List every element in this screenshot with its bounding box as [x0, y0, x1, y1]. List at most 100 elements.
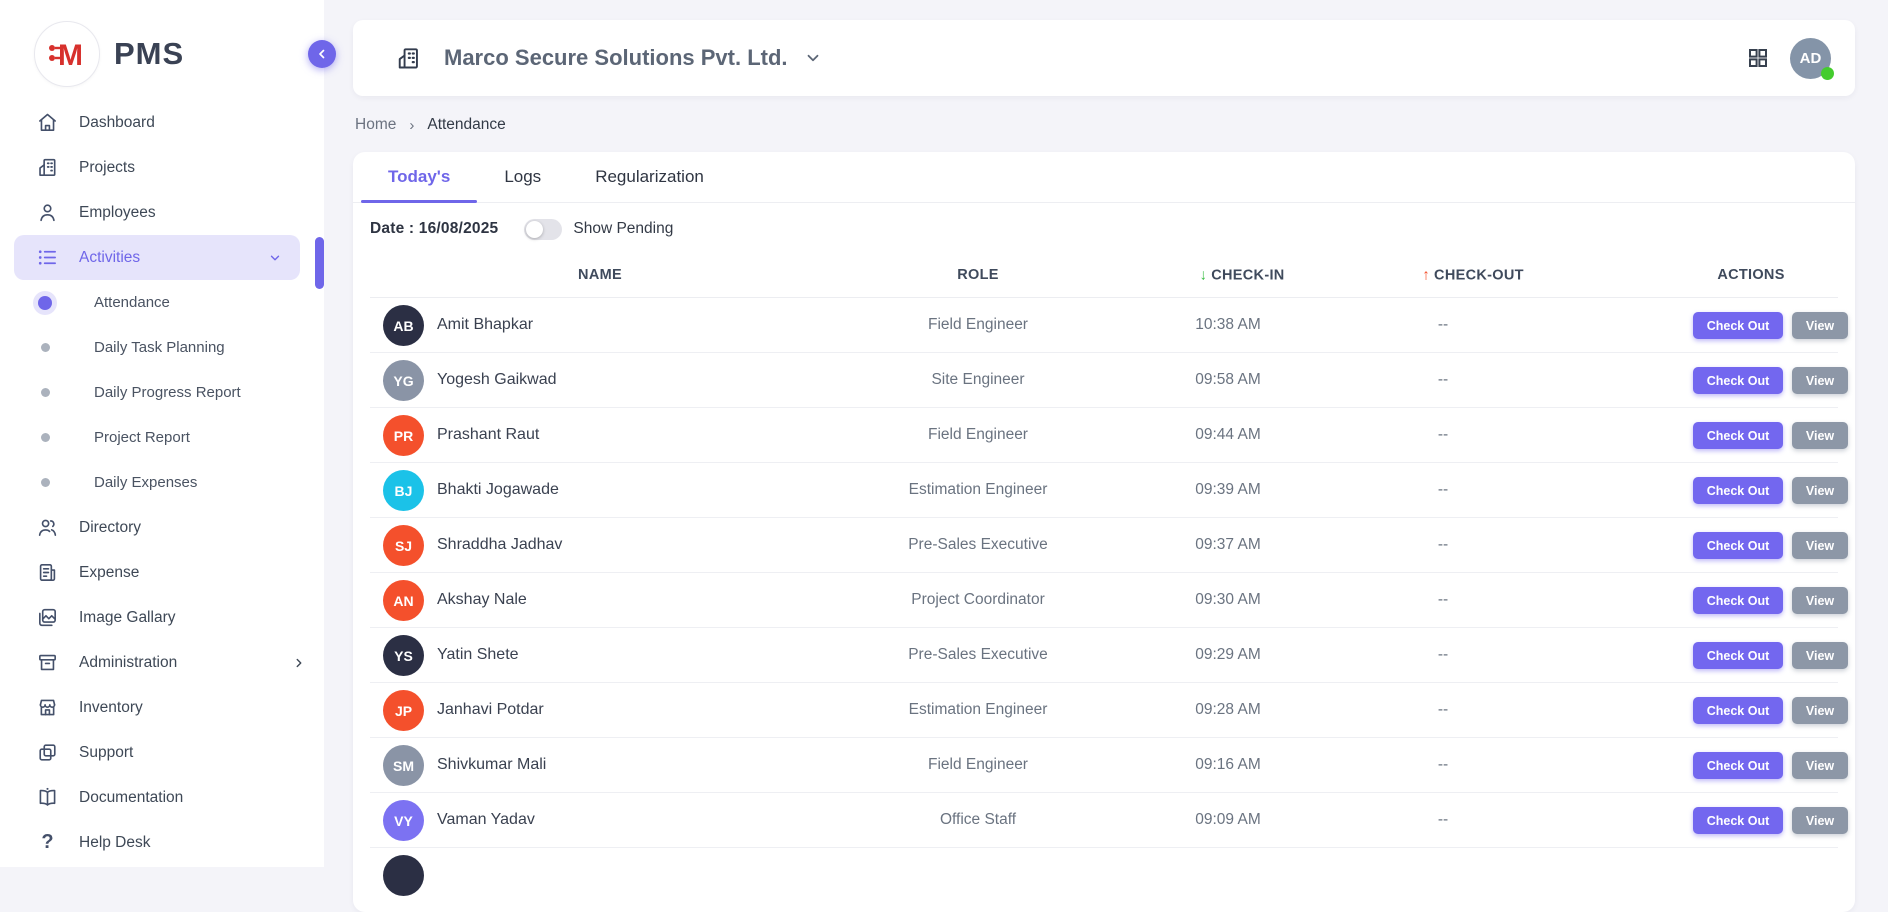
- sidebar-item-help-desk[interactable]: ? Help Desk: [0, 820, 324, 865]
- sidebar-item-label: Inventory: [79, 699, 143, 717]
- check-out-time: --: [1438, 371, 1448, 389]
- check-out-button[interactable]: Check Out: [1693, 697, 1783, 724]
- sidebar-item-dashboard[interactable]: Dashboard: [0, 100, 324, 145]
- column-header-check-in[interactable]: ↓CHECK-IN: [1199, 266, 1284, 283]
- employee-name: Janhavi Potdar: [437, 701, 544, 719]
- company-logo: M: [34, 21, 100, 87]
- chevron-down-icon[interactable]: [804, 49, 822, 67]
- check-out-time: --: [1438, 426, 1448, 444]
- employee-name: Yatin Shete: [437, 646, 519, 664]
- table-row: AN Akshay Nale Project Coordinator 09:30…: [370, 573, 1838, 628]
- sidebar-item-label: Projects: [79, 159, 135, 177]
- tab-logs[interactable]: Logs: [477, 152, 568, 202]
- sort-asc-icon: ↑: [1422, 266, 1430, 283]
- check-out-time: --: [1438, 756, 1448, 774]
- sidebar-subitem-daily-expenses[interactable]: Daily Expenses: [0, 460, 324, 505]
- sidebar-item-label: Expense: [79, 564, 139, 582]
- app-title: PMS: [114, 36, 184, 72]
- view-button[interactable]: View: [1792, 807, 1848, 834]
- sidebar-item-administration[interactable]: Administration: [0, 640, 324, 685]
- sidebar-item-expense[interactable]: Expense: [0, 550, 324, 595]
- sidebar-item-image-gallary[interactable]: Image Gallary: [0, 595, 324, 640]
- check-out-button[interactable]: Check Out: [1693, 422, 1783, 449]
- table-row: SM Shivkumar Mali Field Engineer 09:16 A…: [370, 738, 1838, 793]
- view-button[interactable]: View: [1792, 367, 1848, 394]
- view-button[interactable]: View: [1792, 752, 1848, 779]
- avatar: PR: [383, 415, 424, 456]
- check-in-time: 09:29 AM: [1195, 646, 1261, 664]
- check-out-button[interactable]: Check Out: [1693, 807, 1783, 834]
- avatar: BJ: [383, 470, 424, 511]
- sidebar-item-employees[interactable]: Employees: [0, 190, 324, 235]
- sidebar-subitem-daily-task-planning[interactable]: Daily Task Planning: [0, 325, 324, 370]
- sidebar-item-directory[interactable]: Directory: [0, 505, 324, 550]
- employee-name: Shivkumar Mali: [437, 756, 546, 774]
- check-out-time: --: [1438, 591, 1448, 609]
- sidebar-collapse-button[interactable]: [308, 40, 336, 68]
- check-out-button[interactable]: Check Out: [1693, 752, 1783, 779]
- check-out-time: --: [1438, 646, 1448, 664]
- person-icon: [36, 201, 59, 224]
- avatar: YS: [383, 635, 424, 676]
- show-pending-toggle[interactable]: [524, 219, 562, 240]
- table-row: BJ Bhakti Jogawade Estimation Engineer 0…: [370, 463, 1838, 518]
- column-header-role[interactable]: ROLE: [957, 267, 998, 283]
- view-button[interactable]: View: [1792, 422, 1848, 449]
- image-icon: [36, 606, 59, 629]
- table-row: SJ Shraddha Jadhav Pre-Sales Executive 0…: [370, 518, 1838, 573]
- view-button[interactable]: View: [1792, 642, 1848, 669]
- breadcrumb-home[interactable]: Home: [355, 116, 396, 134]
- toggle-knob: [526, 221, 543, 238]
- sidebar-item-activities[interactable]: Activities: [14, 235, 300, 280]
- sidebar-subitem-daily-progress-report[interactable]: Daily Progress Report: [0, 370, 324, 415]
- archive-icon: [36, 651, 59, 674]
- table-row: JP Janhavi Potdar Estimation Engineer 09…: [370, 683, 1838, 738]
- check-out-time: --: [1438, 316, 1448, 334]
- sidebar-item-projects[interactable]: Projects: [0, 145, 324, 190]
- show-pending-label: Show Pending: [573, 220, 673, 238]
- check-out-button[interactable]: Check Out: [1693, 477, 1783, 504]
- sidebar-item-support[interactable]: Support: [0, 730, 324, 775]
- user-avatar[interactable]: AD: [1790, 38, 1831, 79]
- sidebar-item-label: Dashboard: [79, 114, 155, 132]
- view-button[interactable]: View: [1792, 697, 1848, 724]
- table-row: Check Out View: [370, 848, 1838, 903]
- employee-role: Project Coordinator: [911, 591, 1045, 609]
- copy-icon: [36, 741, 59, 764]
- check-in-time: 09:58 AM: [1195, 371, 1261, 389]
- check-out-button[interactable]: Check Out: [1693, 587, 1783, 614]
- check-out-button[interactable]: Check Out: [1693, 367, 1783, 394]
- view-button[interactable]: View: [1792, 312, 1848, 339]
- column-header-check-out[interactable]: ↑CHECK-OUT: [1422, 266, 1524, 283]
- tab-todays[interactable]: Today's: [361, 152, 477, 202]
- check-out-button[interactable]: Check Out: [1693, 532, 1783, 559]
- sidebar-item-inventory[interactable]: Inventory: [0, 685, 324, 730]
- book-icon: [36, 786, 59, 809]
- avatar: SM: [383, 745, 424, 786]
- company-selector[interactable]: Marco Secure Solutions Pvt. Ltd.: [444, 45, 788, 71]
- view-button[interactable]: View: [1792, 477, 1848, 504]
- employee-name: Shraddha Jadhav: [437, 536, 562, 554]
- table-header: NAME ROLE ↓CHECK-IN ↑CHECK-OUT ACTIONS: [370, 252, 1838, 298]
- check-out-button[interactable]: Check Out: [1693, 312, 1783, 339]
- column-header-name[interactable]: NAME: [578, 267, 622, 283]
- sidebar-item-label: Help Desk: [79, 834, 151, 852]
- svg-text:M: M: [58, 39, 83, 72]
- sidebar-subitem-project-report[interactable]: Project Report: [0, 415, 324, 460]
- home-icon: [36, 111, 59, 134]
- tab-regularization[interactable]: Regularization: [568, 152, 731, 202]
- brand: M PMS: [0, 0, 324, 88]
- check-out-button[interactable]: Check Out: [1693, 642, 1783, 669]
- sort-desc-icon: ↓: [1199, 266, 1207, 283]
- view-button[interactable]: View: [1792, 532, 1848, 559]
- breadcrumb-current: Attendance: [427, 116, 505, 134]
- view-button[interactable]: View: [1792, 587, 1848, 614]
- apps-grid-icon[interactable]: [1746, 46, 1770, 70]
- check-in-time: 09:39 AM: [1195, 481, 1261, 499]
- sidebar-item-documentation[interactable]: Documentation: [0, 775, 324, 820]
- sidebar-subitem-label: Daily Progress Report: [94, 384, 241, 401]
- sidebar-nav: Dashboard Projects Employees Activities: [0, 100, 324, 865]
- sidebar-subitem-attendance[interactable]: Attendance: [0, 280, 324, 325]
- sidebar-item-label: Employees: [79, 204, 156, 222]
- employee-role: Estimation Engineer: [909, 481, 1048, 499]
